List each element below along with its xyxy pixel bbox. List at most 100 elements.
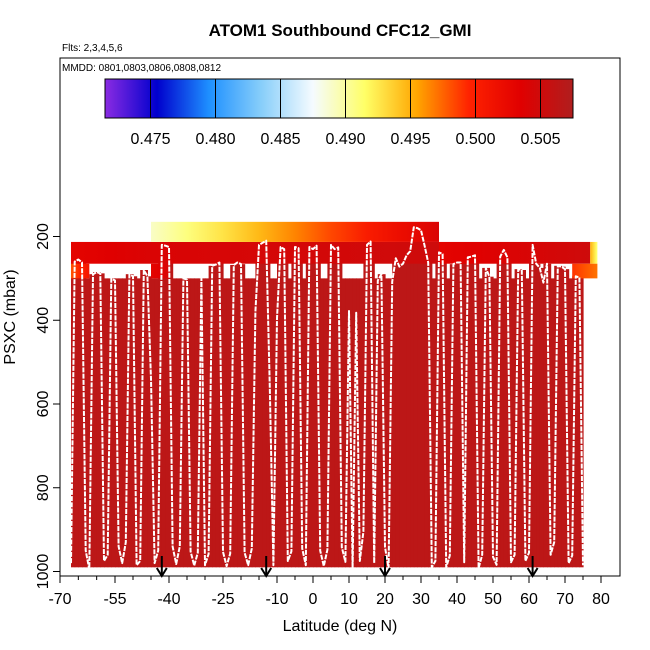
- data-cell: [575, 276, 580, 568]
- data-cell: [543, 263, 548, 568]
- data-cell: [395, 258, 400, 568]
- colorbar-tick-label: 0.495: [390, 131, 430, 148]
- data-cell: [179, 278, 184, 568]
- colorbar-tick-label: 0.475: [130, 131, 170, 148]
- dates-note: MMDD: 0801,0803,0806,0808,0812: [62, 63, 221, 74]
- data-cell: [187, 278, 192, 568]
- data-cell: [143, 270, 148, 568]
- data-cell: [176, 278, 181, 568]
- data-cell: [323, 278, 328, 568]
- colorbar-tick-label: 0.480: [195, 131, 235, 148]
- data-cell: [554, 265, 559, 568]
- data-cell: [331, 244, 336, 568]
- data-cell: [241, 264, 246, 568]
- colorbar-tick-label: 0.505: [520, 131, 560, 148]
- data-cell: [248, 278, 253, 568]
- data-cell: [136, 278, 141, 568]
- flights-note: Flts: 2,3,4,5,6: [62, 43, 123, 54]
- y-tick-label: 600: [35, 391, 52, 418]
- data-cell: [223, 278, 228, 568]
- data-cell: [165, 245, 170, 568]
- data-cell: [93, 272, 98, 568]
- data-cell: [572, 276, 577, 568]
- plot-region: [60, 58, 620, 578]
- data-cell: [446, 278, 451, 568]
- data-cell: [71, 261, 76, 568]
- data-cell: [194, 278, 199, 568]
- data-cell: [212, 264, 217, 568]
- data-cell: [417, 228, 422, 568]
- x-tick-label: 0: [309, 591, 318, 608]
- data-cell: [313, 245, 318, 568]
- data-cell: [320, 278, 325, 568]
- data-cell: [74, 259, 79, 568]
- data-cell: [406, 251, 411, 568]
- data-cell: [453, 262, 458, 568]
- data-cell: [536, 263, 541, 568]
- x-tick-label: -55: [103, 591, 126, 608]
- data-cell: [507, 257, 512, 568]
- data-cell: [467, 256, 472, 568]
- data-cell: [518, 269, 523, 568]
- data-cell: [122, 278, 127, 568]
- y-axis: 200 400 600 800 1000: [35, 223, 60, 589]
- x-tick-label: -10: [265, 591, 288, 608]
- data-cell: [478, 278, 483, 568]
- data-cell: [226, 278, 231, 568]
- data-cell: [298, 248, 303, 568]
- data-cell: [96, 272, 101, 568]
- x-tick-label: -70: [48, 591, 71, 608]
- data-cell: [421, 230, 426, 568]
- x-tick-label: 50: [484, 591, 502, 608]
- data-cell: [359, 278, 364, 568]
- plot-frame: [59, 57, 621, 577]
- data-cell: [377, 274, 382, 568]
- data-cell: [539, 267, 544, 568]
- y-tick-label: 200: [35, 223, 52, 250]
- data-cell: [172, 278, 177, 568]
- data-cell: [129, 274, 134, 568]
- data-cell: [435, 252, 440, 568]
- data-cell: [104, 278, 109, 568]
- data-cell: [471, 255, 476, 568]
- data-cell: [428, 262, 433, 568]
- data-cell: [111, 278, 116, 568]
- data-cell: [183, 278, 188, 568]
- data-cell: [147, 276, 152, 568]
- y-tick-label: 400: [35, 307, 52, 334]
- data-cell: [341, 278, 346, 568]
- data-cell: [259, 242, 264, 568]
- colorbar-tick-label: 0.490: [325, 131, 365, 148]
- data-cell: [413, 227, 418, 568]
- data-cell: [532, 244, 537, 568]
- data-cell: [424, 245, 429, 568]
- data-cell: [161, 244, 166, 568]
- colorbar-tick-label: 0.485: [260, 131, 300, 148]
- data-cell: [305, 246, 310, 568]
- data-cell: [392, 258, 397, 568]
- data-cell: [219, 262, 224, 568]
- data-cell: [151, 278, 156, 568]
- data-cell: [205, 278, 210, 568]
- data-cell: [295, 246, 300, 568]
- data-cell: [215, 262, 220, 568]
- x-axis-title: Latitude (deg N): [283, 618, 398, 635]
- data-band: [151, 263, 169, 279]
- data-cell: [287, 278, 292, 568]
- x-tick-label: -40: [157, 591, 180, 608]
- data-cell: [561, 266, 566, 568]
- x-tick-label: 10: [340, 591, 358, 608]
- data-cell: [457, 262, 462, 568]
- data-cell: [118, 278, 123, 568]
- data-cell: [550, 278, 555, 568]
- colorbar-ticks: 0.475 0.480 0.485 0.490 0.495 0.500 0.505: [130, 79, 561, 148]
- data-cell: [503, 249, 508, 568]
- data-band: [590, 241, 598, 264]
- data-cell: [385, 278, 390, 568]
- data-cell: [557, 265, 562, 568]
- y-tick-label: 1000: [35, 554, 52, 590]
- data-cell: [277, 246, 282, 568]
- data-band: [71, 241, 151, 264]
- data-cell: [410, 227, 415, 568]
- data-cell: [244, 278, 249, 568]
